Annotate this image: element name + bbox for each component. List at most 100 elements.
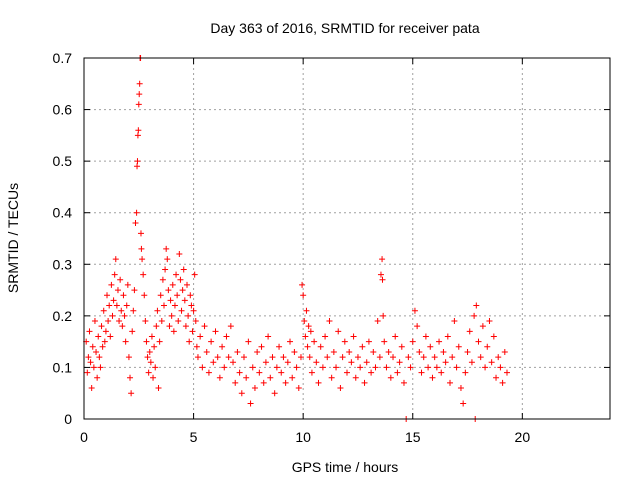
- data-point: [89, 343, 96, 350]
- data-point: [145, 369, 152, 376]
- data-point: [390, 354, 397, 361]
- data-point: [106, 302, 113, 309]
- x-tick-label: 0: [80, 429, 88, 445]
- data-point: [156, 338, 163, 345]
- data-point: [97, 364, 104, 371]
- x-tick-label: 15: [405, 429, 421, 445]
- data-point: [398, 343, 405, 350]
- data-point: [497, 364, 504, 371]
- data-point: [293, 364, 300, 371]
- data-point: [245, 338, 252, 345]
- data-point: [93, 348, 100, 355]
- data-point: [363, 359, 370, 366]
- data-point: [100, 307, 107, 314]
- data-point: [359, 343, 366, 350]
- data-point: [175, 318, 182, 325]
- data-point: [179, 287, 186, 294]
- data-point: [114, 287, 121, 294]
- data-point: [201, 323, 208, 330]
- data-point: [380, 312, 387, 319]
- data-point: [116, 318, 123, 325]
- data-point: [249, 364, 256, 371]
- data-point: [205, 369, 212, 376]
- data-point: [317, 343, 324, 350]
- data-point: [129, 328, 136, 335]
- data-point: [101, 338, 108, 345]
- data-point: [486, 318, 493, 325]
- data-point: [136, 80, 143, 87]
- data-point: [223, 333, 230, 340]
- data-point: [258, 343, 265, 350]
- data-point: [377, 271, 384, 278]
- data-point: [186, 338, 193, 345]
- data-point: [451, 318, 458, 325]
- data-point: [234, 348, 241, 355]
- data-point: [409, 338, 416, 345]
- data-point: [163, 245, 170, 252]
- data-point: [324, 354, 331, 361]
- data-point: [354, 354, 361, 361]
- data-point: [236, 369, 243, 376]
- data-point: [102, 328, 109, 335]
- data-point: [348, 359, 355, 366]
- data-point: [379, 276, 386, 283]
- data-point: [436, 338, 443, 345]
- data-point: [322, 333, 329, 340]
- data-point: [84, 369, 91, 376]
- data-point: [212, 328, 219, 335]
- y-tick-label: 0.2: [53, 308, 73, 324]
- data-point: [216, 374, 223, 381]
- data-point: [158, 318, 165, 325]
- data-point: [299, 281, 306, 288]
- data-point: [460, 400, 467, 407]
- data-point: [282, 379, 289, 386]
- data-point: [191, 271, 198, 278]
- data-point: [173, 271, 180, 278]
- data-point: [260, 379, 267, 386]
- data-point: [107, 333, 114, 340]
- data-point: [130, 307, 137, 314]
- data-point: [468, 359, 475, 366]
- data-point: [269, 354, 276, 361]
- data-point: [155, 385, 162, 392]
- data-point: [104, 292, 111, 299]
- data-point: [307, 328, 314, 335]
- data-point: [303, 307, 310, 314]
- data-point: [433, 364, 440, 371]
- data-point: [418, 369, 425, 376]
- data-point: [90, 364, 97, 371]
- data-point: [147, 359, 154, 366]
- data-point: [225, 354, 232, 361]
- data-point: [203, 348, 210, 355]
- data-point: [122, 338, 129, 345]
- x-tick-labels: 0 5 10 15 20: [80, 429, 530, 445]
- data-point: [333, 364, 340, 371]
- data-point: [444, 333, 451, 340]
- data-point: [184, 281, 191, 288]
- data-point: [311, 338, 318, 345]
- data-point: [482, 364, 489, 371]
- data-point: [166, 323, 173, 330]
- data-point: [287, 338, 294, 345]
- data-point: [85, 354, 92, 361]
- y-tick-label: 0: [64, 411, 72, 427]
- data-point: [370, 348, 377, 355]
- data-point: [302, 333, 309, 340]
- data-point: [227, 323, 234, 330]
- data-point: [135, 127, 142, 134]
- data-point: [431, 354, 438, 361]
- y-axis-label: SRMTID / TECUs: [5, 183, 21, 293]
- data-point: [132, 220, 139, 227]
- data-point: [352, 374, 359, 381]
- data-point: [125, 354, 132, 361]
- data-point: [120, 292, 127, 299]
- data-point: [193, 343, 200, 350]
- x-tick-label: 20: [515, 429, 531, 445]
- data-point: [91, 318, 98, 325]
- data-point: [144, 354, 151, 361]
- data-point: [95, 333, 102, 340]
- data-point: [96, 354, 103, 361]
- data-point: [405, 354, 412, 361]
- data-point: [407, 364, 414, 371]
